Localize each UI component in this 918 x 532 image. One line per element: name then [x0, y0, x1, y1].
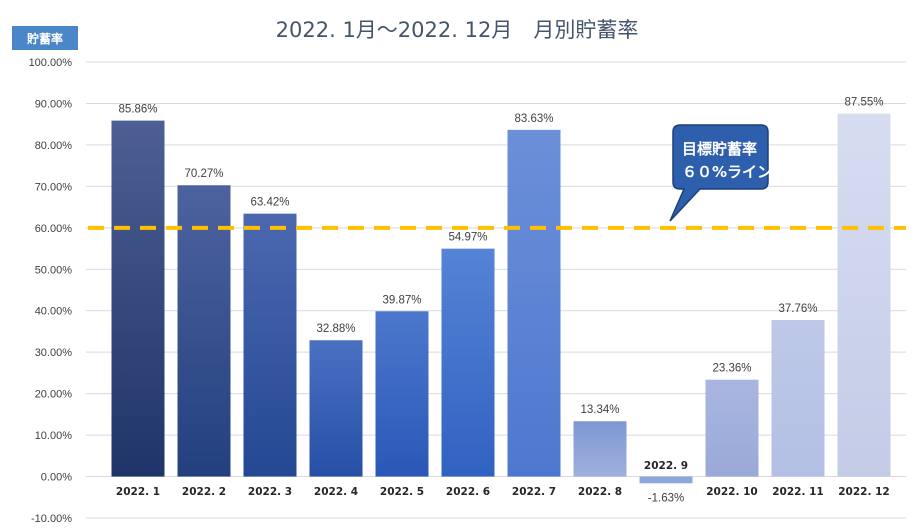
y-tick-label: -10.00% [31, 513, 72, 525]
callout-line2: ６０%ライン [682, 163, 772, 181]
y-tick-label: 100.00% [29, 57, 73, 69]
chart-title: 2022. 1月～2022. 12月 月別貯蓄率 [276, 18, 639, 42]
y-axis-label: 貯蓄率 [27, 31, 63, 46]
data-label: 54.97% [448, 232, 487, 244]
data-label: -1.63% [648, 492, 684, 504]
bar-2022-5 [375, 311, 429, 477]
x-tick-label: 2022. 9 [644, 460, 688, 472]
y-tick-label: 90.00% [35, 98, 73, 110]
x-tick-label: 2022. 8 [578, 486, 622, 498]
bar-2022-8 [573, 421, 627, 477]
x-tick-label: 2022. 1 [116, 486, 160, 498]
x-tick-label: 2022. 7 [512, 486, 556, 498]
y-axis-badge: 貯蓄率 [12, 26, 78, 50]
x-tick-label: 2022. 2 [182, 486, 226, 498]
target-callout: 目標貯蓄率 ６０%ライン [669, 124, 772, 222]
y-tick-label: 30.00% [35, 347, 73, 359]
data-label: 39.87% [382, 294, 421, 306]
y-tick-label: 50.00% [35, 264, 73, 276]
x-tick-label: 2022. 10 [706, 486, 757, 498]
x-tick-label: 2022. 6 [446, 486, 490, 498]
data-label: 37.76% [778, 303, 817, 315]
data-label: 83.63% [514, 113, 553, 125]
x-tick-label: 2022. 5 [380, 486, 424, 498]
y-tick-label: 80.00% [35, 140, 73, 152]
bar-2022-12 [837, 113, 891, 477]
x-tick-label: 2022. 4 [314, 486, 358, 498]
bar-2022-4 [309, 340, 363, 477]
y-tick-label: 10.00% [35, 430, 73, 442]
bar-2022-6 [441, 248, 495, 477]
bar-2022-7 [507, 129, 561, 477]
x-tick-label: 2022. 12 [838, 486, 889, 498]
data-label: 70.27% [184, 168, 223, 180]
y-tick-label: 60.00% [35, 223, 73, 235]
data-label: 87.55% [844, 97, 883, 109]
data-label: 63.42% [250, 197, 289, 209]
callout-line1: 目標貯蓄率 [682, 140, 757, 158]
bar-2022-11 [771, 320, 825, 477]
data-label: 13.34% [580, 404, 619, 416]
bar-2022-1 [111, 120, 165, 477]
bar-2022-9 [639, 476, 693, 484]
y-tick-label: 0.00% [41, 472, 72, 484]
bar-2022-10 [705, 379, 759, 477]
y-axis-badge-bg [12, 26, 78, 50]
callout-bubble [669, 124, 769, 222]
y-tick-label: 70.00% [35, 181, 73, 193]
y-tick-label: 20.00% [35, 389, 73, 401]
data-label: 85.86% [118, 104, 157, 116]
data-label: 32.88% [316, 323, 355, 335]
x-tick-label: 2022. 3 [248, 486, 292, 498]
bar-2022-3 [243, 213, 297, 477]
y-tick-label: 40.00% [35, 306, 73, 318]
data-label: 23.36% [712, 363, 751, 375]
x-tick-label: 2022. 11 [772, 486, 823, 498]
bar-2022-2 [177, 185, 231, 477]
